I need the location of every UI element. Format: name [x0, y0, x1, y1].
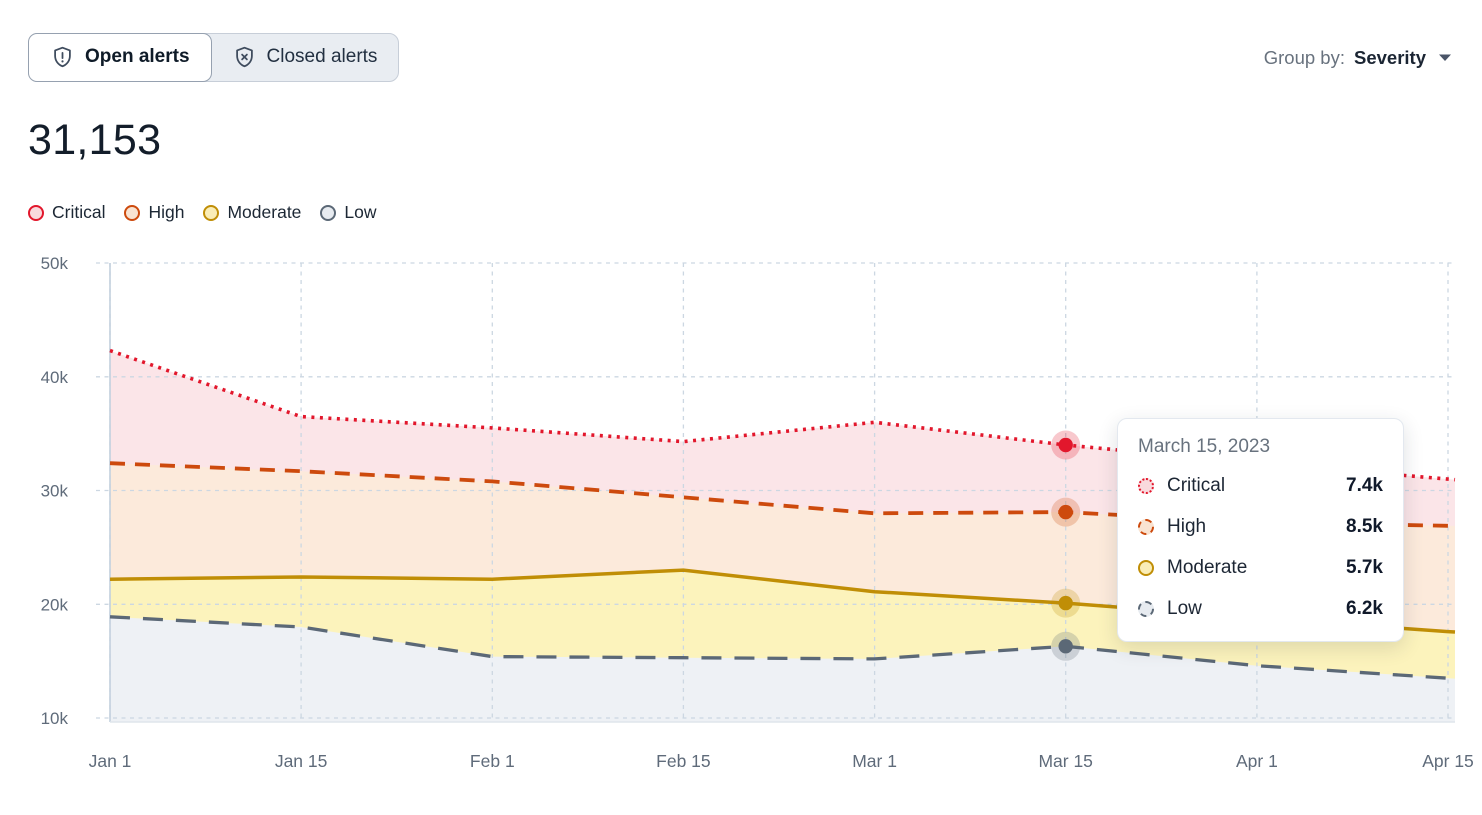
alerts-toggle-group: Open alerts Closed alerts — [28, 33, 400, 82]
y-tick-label: 50k — [41, 254, 69, 273]
chevron-down-icon — [1438, 54, 1452, 62]
marker-high[interactable] — [1058, 504, 1073, 520]
tooltip-series-value: 7.4k — [1346, 474, 1383, 496]
tooltip-row-moderate: Moderate 5.7k — [1138, 547, 1383, 588]
x-tick-label: Feb 1 — [470, 751, 515, 771]
tooltip-swatch-critical — [1138, 477, 1154, 494]
x-tick-label: Jan 1 — [89, 751, 132, 771]
open-alerts-label: Open alerts — [85, 46, 190, 68]
area-low — [110, 616, 1455, 722]
tooltip-series-label: Critical — [1167, 474, 1226, 496]
marker-low[interactable] — [1058, 639, 1073, 654]
line-critical — [109, 348, 1456, 482]
chart-tooltip: March 15, 2023 Critical 7.4k High 8.5k Moder… — [1117, 418, 1404, 642]
legend-item-moderate[interactable]: Moderate — [203, 202, 301, 223]
tooltip-swatch-high — [1138, 518, 1154, 535]
chart-legend: Critical High Moderate Low — [28, 202, 377, 223]
closed-alerts-label: Closed alerts — [266, 46, 378, 68]
tooltip-row-critical: Critical 7.4k — [1138, 465, 1383, 506]
y-tick-label: 10k — [41, 709, 69, 728]
tooltip-swatch-moderate — [1138, 559, 1154, 576]
legend-item-low[interactable]: Low — [320, 202, 377, 223]
shield-exclamation-icon — [50, 45, 75, 70]
x-tick-label: Jan 15 — [275, 751, 328, 771]
tooltip-series-value: 5.7k — [1346, 556, 1383, 578]
legend-swatch-moderate — [203, 204, 220, 221]
x-tick-label: Mar 15 — [1038, 751, 1092, 771]
tooltip-swatch-low — [1138, 600, 1154, 617]
tooltip-series-value: 6.2k — [1346, 597, 1383, 619]
tooltip-series-label: Moderate — [1167, 556, 1248, 578]
shield-x-icon — [232, 45, 257, 70]
y-tick-label: 20k — [41, 595, 69, 614]
legend-label: High — [148, 202, 185, 222]
x-tick-label: Feb 15 — [656, 751, 710, 771]
legend-label: Moderate — [227, 202, 302, 222]
y-tick-label: 30k — [41, 482, 69, 501]
open-alerts-button[interactable]: Open alerts — [28, 33, 212, 82]
legend-swatch-critical — [28, 204, 44, 221]
legend-item-high[interactable]: High — [124, 202, 184, 223]
legend-swatch-high — [124, 204, 141, 221]
x-tick-label: Mar 1 — [852, 751, 897, 771]
closed-alerts-button[interactable]: Closed alerts — [211, 34, 399, 81]
group-by-control[interactable]: Group by: Severity — [1264, 47, 1452, 69]
group-by-value: Severity — [1354, 46, 1426, 68]
legend-label: Low — [344, 202, 377, 222]
legend-item-critical[interactable]: Critical — [28, 202, 105, 223]
tooltip-date: March 15, 2023 — [1138, 436, 1271, 457]
line-low — [109, 615, 1456, 681]
tooltip-series-value: 8.5k — [1346, 515, 1383, 537]
x-tick-label: Apr 1 — [1236, 751, 1278, 771]
tooltip-series-label: Low — [1167, 597, 1202, 619]
tooltip-rows: Critical 7.4k High 8.5k Moderate 5.7k Low 6.2k — [1138, 465, 1383, 629]
x-tick-label: Apr 15 — [1422, 751, 1474, 771]
legend-label: Critical — [52, 202, 106, 222]
tooltip-row-high: High 8.5k — [1138, 506, 1383, 547]
total-alerts-count: 31,153 — [28, 116, 162, 164]
top-bar: Open alerts Closed alerts Group by: Seve… — [28, 33, 1452, 82]
marker-critical[interactable] — [1058, 437, 1073, 453]
y-tick-label: 40k — [41, 368, 69, 387]
legend-swatch-low — [320, 204, 337, 221]
tooltip-series-label: High — [1167, 515, 1207, 537]
tooltip-row-low: Low 6.2k — [1138, 588, 1383, 629]
marker-moderate[interactable] — [1058, 595, 1073, 611]
group-by-label: Group by: — [1263, 46, 1345, 68]
